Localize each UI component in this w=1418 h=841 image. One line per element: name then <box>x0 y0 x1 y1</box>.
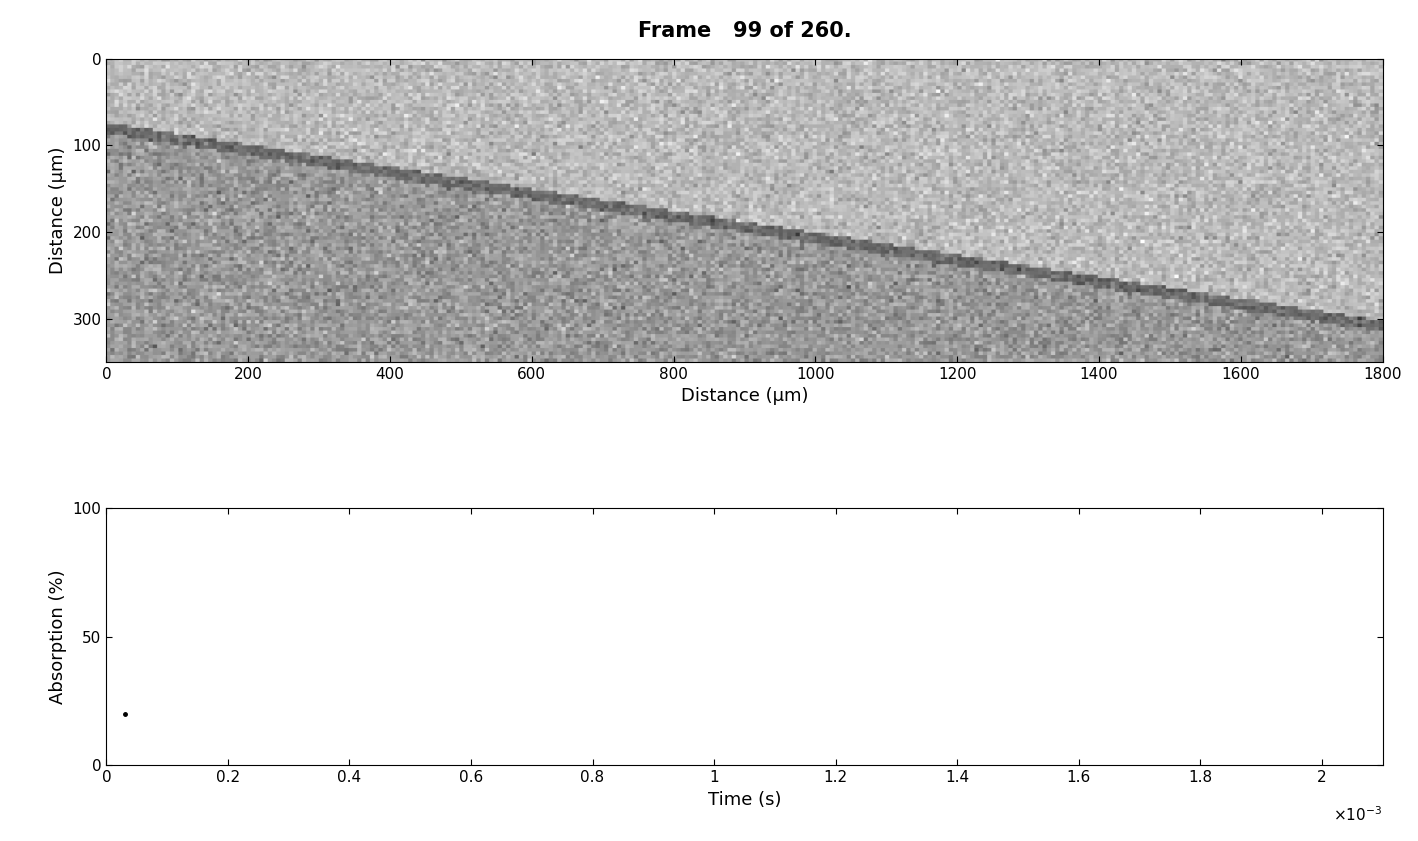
X-axis label: Time (s): Time (s) <box>708 791 781 809</box>
Y-axis label: Absorption (%): Absorption (%) <box>50 569 67 704</box>
Text: Frame   99 of 260.: Frame 99 of 260. <box>638 21 851 41</box>
Text: $\times10^{-3}$: $\times10^{-3}$ <box>1333 805 1383 824</box>
X-axis label: Distance (μm): Distance (μm) <box>681 388 808 405</box>
Y-axis label: Distance (μm): Distance (μm) <box>50 146 67 274</box>
